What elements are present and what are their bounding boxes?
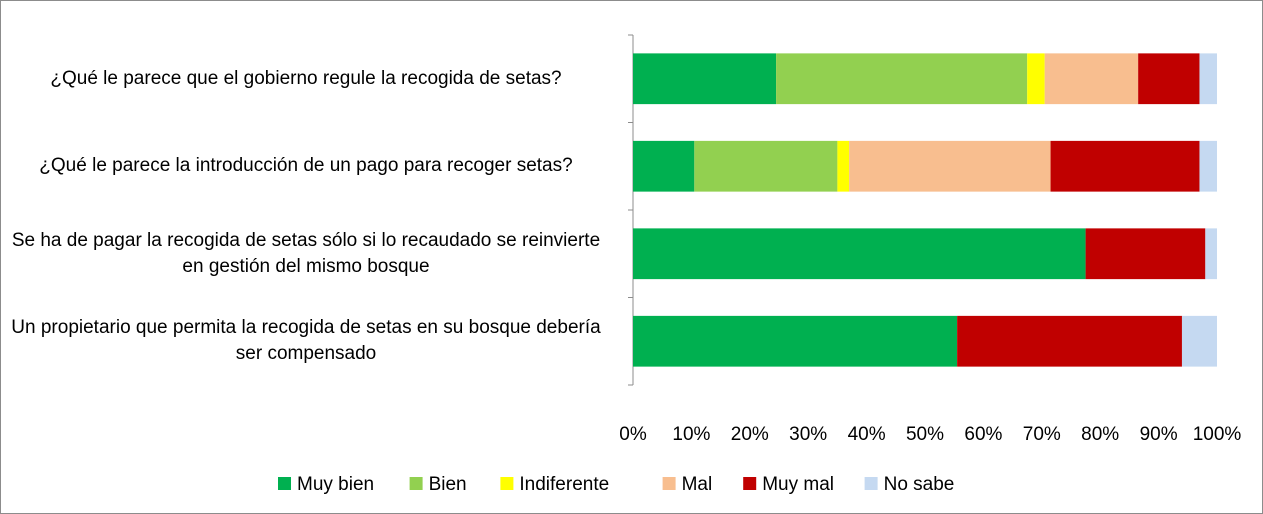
category-label: ¿Qué le parece la introducción de un pag…: [39, 155, 573, 177]
legend-label: No sabe: [884, 474, 955, 495]
bar-segment: [1199, 53, 1217, 105]
x-tick-label: 50%: [906, 424, 944, 445]
x-tick-label: 10%: [672, 424, 710, 445]
legend-label: Muy mal: [762, 474, 834, 495]
bar-segment: [633, 53, 777, 105]
bar-segment: [1181, 315, 1217, 367]
x-tick-label: 30%: [789, 424, 827, 445]
legend-label: Mal: [682, 474, 713, 495]
bar-segment: [1199, 140, 1217, 192]
bar-segment: [1085, 228, 1206, 280]
category-label: Un propietario que permita la recogida d…: [11, 317, 601, 365]
category-label: Se ha de pagar la recogida de setas sólo…: [11, 229, 601, 277]
x-tick-label: 0%: [619, 424, 647, 445]
bar-segment: [694, 140, 838, 192]
legend-swatch: [662, 477, 676, 490]
x-tick-label: 90%: [1140, 424, 1178, 445]
legend-label: Bien: [429, 474, 467, 495]
legend-label: Muy bien: [297, 474, 374, 495]
bar-segment: [957, 315, 1182, 367]
x-tick-label: 60%: [964, 424, 1002, 445]
legend-swatch: [743, 477, 757, 490]
legend-swatch: [500, 477, 514, 490]
bar-segment: [633, 228, 1086, 280]
category-label: ¿Qué le parece que el gobierno regule la…: [50, 67, 562, 89]
bar-segment: [633, 140, 695, 192]
x-tick-label: 80%: [1081, 424, 1119, 445]
x-tick-label: 70%: [1023, 424, 1061, 445]
bar-segment: [1205, 228, 1217, 280]
bar-segment: [1044, 53, 1139, 105]
legend-swatch: [409, 477, 423, 490]
bar-segment: [776, 53, 1028, 105]
bar-segment: [849, 140, 1051, 192]
x-tick-label: 20%: [731, 424, 769, 445]
bar-segment: [837, 140, 850, 192]
x-tick-label: 100%: [1193, 424, 1242, 445]
legend-swatch: [278, 477, 291, 490]
bar-segment: [1050, 140, 1200, 192]
legend-swatch: [864, 477, 878, 490]
bar-segment: [633, 315, 958, 367]
bar-segment: [1138, 53, 1200, 105]
x-tick-label: 40%: [848, 424, 886, 445]
bar-segment: [1027, 53, 1045, 105]
legend-label: Indiferente: [519, 474, 609, 495]
